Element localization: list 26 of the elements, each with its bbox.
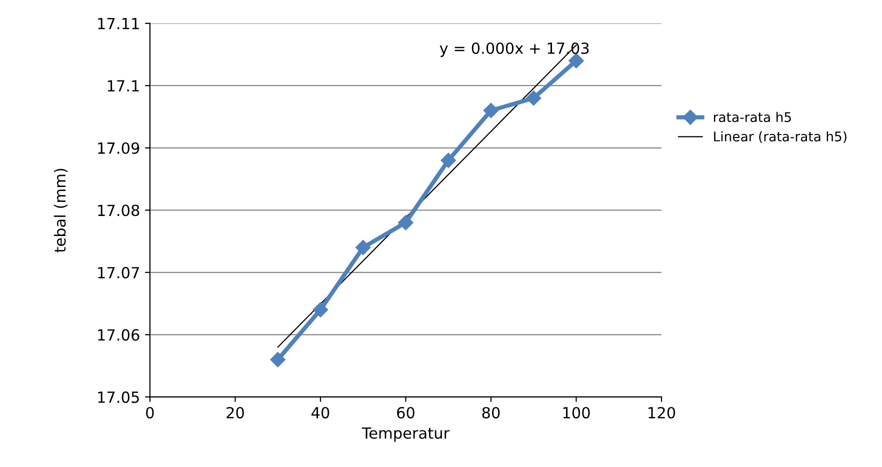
y-axis-title: tebal (mm) [54,168,68,252]
point [483,102,499,118]
y-tick-label: 17.06 [98,329,140,341]
point [312,302,328,318]
legend-label: rata-rata h5 [714,112,791,122]
x-tick-label: 0 [146,406,154,418]
point [398,215,414,230]
x-axis-title: Temperatur [362,427,450,442]
y-tick-label: 17.08 [98,204,140,216]
point [270,352,286,368]
x-tick-label: 120 [648,406,676,418]
point [440,152,456,168]
x-tick-label: 100 [563,406,590,418]
y-tick-label: 17.07 [98,266,139,278]
y-tick-label: 17.11 [98,18,139,30]
x-tick-label: 60 [397,406,414,418]
x-tick-label: 20 [226,406,244,418]
y-tick-label: 17.09 [98,142,140,154]
point [526,90,542,106]
point [568,53,584,68]
point [356,240,371,256]
x-tick-label: 40 [311,406,330,418]
y-tick-label: 17.05 [98,391,139,403]
x-tick-label: 80 [482,406,500,418]
legend-label: Linear (rata-rata h5) [714,131,846,144]
y-tick-label: 17.1 [108,80,139,92]
